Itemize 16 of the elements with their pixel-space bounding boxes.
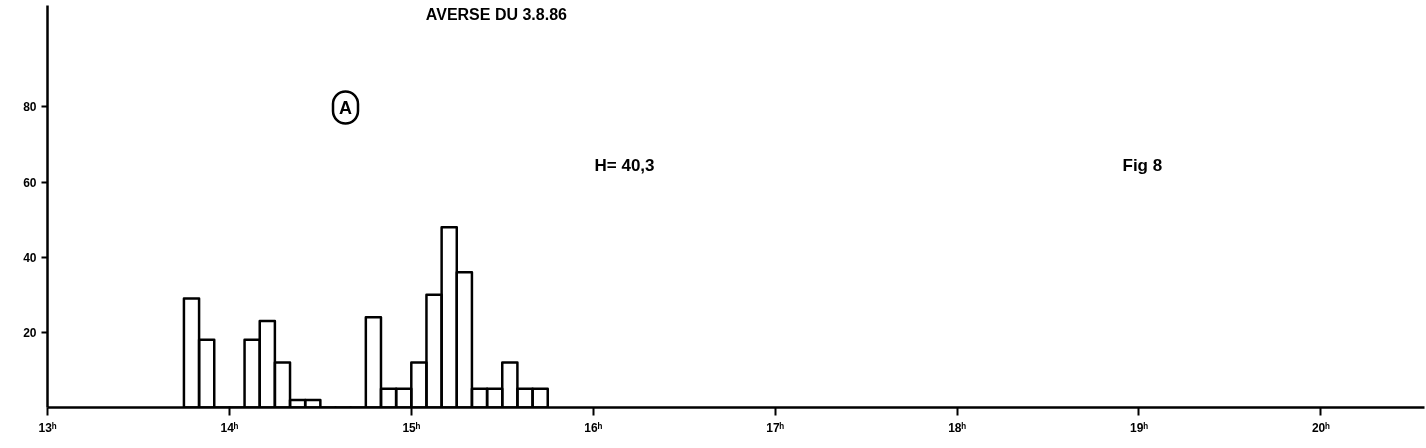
x-tick-label: 16ʰ — [584, 420, 603, 435]
y-tick-label: 60 — [23, 175, 37, 190]
chart-title: AVERSE DU 3.8.86 — [425, 5, 568, 23]
x-tick-label: 19ʰ — [1130, 420, 1149, 435]
y-tick-label: 20 — [23, 325, 37, 340]
x-tick-label: 17ʰ — [766, 420, 785, 435]
x-tick-label: 14ʰ — [220, 420, 239, 435]
annotation: A — [339, 97, 352, 118]
annotation: H= 40,3 — [594, 156, 655, 175]
y-tick-label: 80 — [23, 100, 37, 115]
x-tick-label: 18ʰ — [948, 420, 967, 435]
x-tick-label: 13ʰ — [38, 420, 57, 435]
x-tick-label: 20ʰ — [1311, 420, 1331, 435]
y-tick-label: 40 — [23, 250, 37, 265]
annotation: Fig 8 — [1122, 156, 1163, 175]
x-tick-label: 15ʰ — [402, 420, 421, 435]
